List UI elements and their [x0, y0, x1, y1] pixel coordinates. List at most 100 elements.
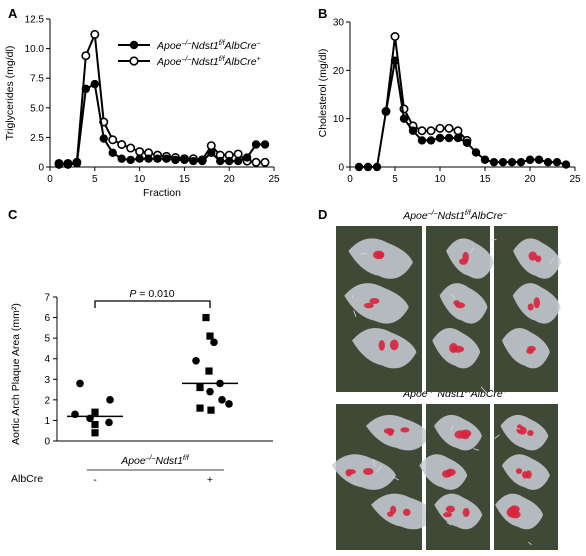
significance-bracket [94, 300, 211, 308]
caption-mid: Ndst1 [437, 210, 464, 222]
data-point-filled [489, 157, 499, 167]
data-point-filled [260, 140, 270, 149]
x-tick-label: 20 [524, 174, 536, 185]
data-point-filled [471, 148, 481, 157]
data-point-filled [81, 84, 91, 94]
plaque-stain [378, 340, 385, 351]
plaque-stain [527, 303, 534, 311]
data-point-square [196, 383, 204, 392]
aorta-tissue [434, 493, 483, 530]
aortic-arch-images: Apoe–/–Ndst1f/fAlbCre– Apoe–/–Ndst1f/fAl… [331, 210, 562, 550]
data-point-filled [63, 160, 73, 169]
y-tick-label: 10.0 [25, 44, 45, 55]
data-point-filled [162, 154, 171, 163]
y-tick-label: 0 [44, 437, 50, 448]
caption-sup: f/f [465, 210, 472, 217]
data-point-open [453, 126, 463, 136]
data-point-filled [534, 155, 544, 164]
plaque-stain [462, 507, 470, 518]
data-point-open [444, 123, 454, 133]
y-tick-label: 0 [338, 163, 344, 174]
data-point-square [91, 429, 99, 437]
plaque-stain [390, 505, 397, 515]
x-tick-label: 25 [268, 174, 280, 185]
legend-marker-filled [129, 40, 139, 50]
data-point-open [417, 126, 427, 136]
pin [514, 426, 521, 430]
y-tick-label: 30 [333, 18, 345, 29]
category-label-plus: + [207, 474, 213, 486]
data-point-circle [71, 410, 79, 419]
y-tick-label: 7 [44, 293, 50, 304]
data-point-square [91, 420, 99, 429]
y-tick-label: 5 [44, 334, 50, 345]
y-axis-label: Triglycerides (mg/dl) [4, 46, 16, 141]
data-point-filled [444, 133, 454, 143]
series-line-open [385, 35, 468, 142]
legend-label-sup: –/– [181, 40, 192, 47]
data-point-square [207, 406, 215, 414]
plaque-stain [525, 470, 532, 479]
x-tick-label: 5 [392, 174, 398, 185]
data-point-open [117, 140, 127, 150]
data-point-filled [54, 160, 64, 169]
data-point-circle [216, 379, 224, 388]
data-point-open [90, 29, 100, 39]
pin [351, 295, 354, 299]
y-tick-label: 6 [44, 313, 50, 324]
y-axis-label: Cholesterol (mg/dl) [317, 49, 329, 138]
legend-label-base: Apoe [156, 56, 182, 68]
legend-label-filled: Apoe–/–Ndst1f/fAlbCre– [156, 40, 261, 52]
data-point-filled [381, 107, 391, 116]
data-point-filled [435, 133, 445, 143]
plaque-stain [400, 427, 410, 433]
data-point-filled [525, 155, 535, 164]
data-point-filled [225, 156, 234, 166]
plaque-stain [445, 469, 453, 478]
caption-sup: – [502, 210, 507, 217]
data-point-filled [417, 136, 427, 145]
data-point-filled [242, 153, 252, 162]
y-tick-label: 1 [44, 416, 50, 427]
data-point-filled [372, 162, 382, 172]
legend-label-tail: AlbCre [224, 56, 257, 68]
data-point-filled [153, 154, 162, 163]
data-point-filled [126, 155, 135, 165]
legend-label-sup: – [256, 40, 261, 47]
albcre-row-label: AlbCre [11, 473, 43, 485]
data-point-open [135, 147, 145, 157]
plaque-stain [363, 468, 374, 476]
panel-b-letter: B [318, 6, 327, 21]
data-point-filled [233, 156, 243, 166]
data-point-open [233, 149, 243, 159]
genotype-base: Apoe [120, 455, 146, 467]
data-point-filled [207, 148, 216, 157]
x-tick-label: 0 [347, 174, 353, 185]
data-point-filled [498, 157, 508, 167]
x-tick-label: 10 [134, 174, 146, 185]
data-point-filled [399, 114, 409, 123]
genotype-sup: –/– [145, 455, 156, 462]
x-tick-label: 15 [479, 174, 491, 185]
legend-label-mid: Ndst1 [191, 40, 218, 52]
data-point-square [206, 332, 214, 340]
data-point-circle [210, 338, 218, 347]
data-point-open [390, 31, 400, 41]
data-point-square [91, 408, 99, 416]
data-point-filled [507, 157, 517, 167]
data-point-filled [72, 159, 82, 168]
pin [503, 343, 507, 347]
triglycerides-chart: 0 2.5 5.0 7.5 10.0 12.5 0 5 10 15 20 25 Triglyceri… [4, 15, 280, 200]
plaque-stain [443, 512, 453, 518]
genotype-sup: f/f [183, 455, 190, 462]
p-symbol: P [129, 288, 136, 300]
y-tick-label: 4 [44, 354, 50, 365]
legend-label-sup: f/f [219, 56, 226, 63]
pin [480, 386, 488, 394]
plaque-stain [445, 505, 455, 513]
panel-d-letter: D [318, 207, 327, 222]
data-point-filled [552, 157, 562, 167]
legend-label-tail: AlbCre [224, 40, 257, 52]
data-point-filled [135, 154, 144, 163]
